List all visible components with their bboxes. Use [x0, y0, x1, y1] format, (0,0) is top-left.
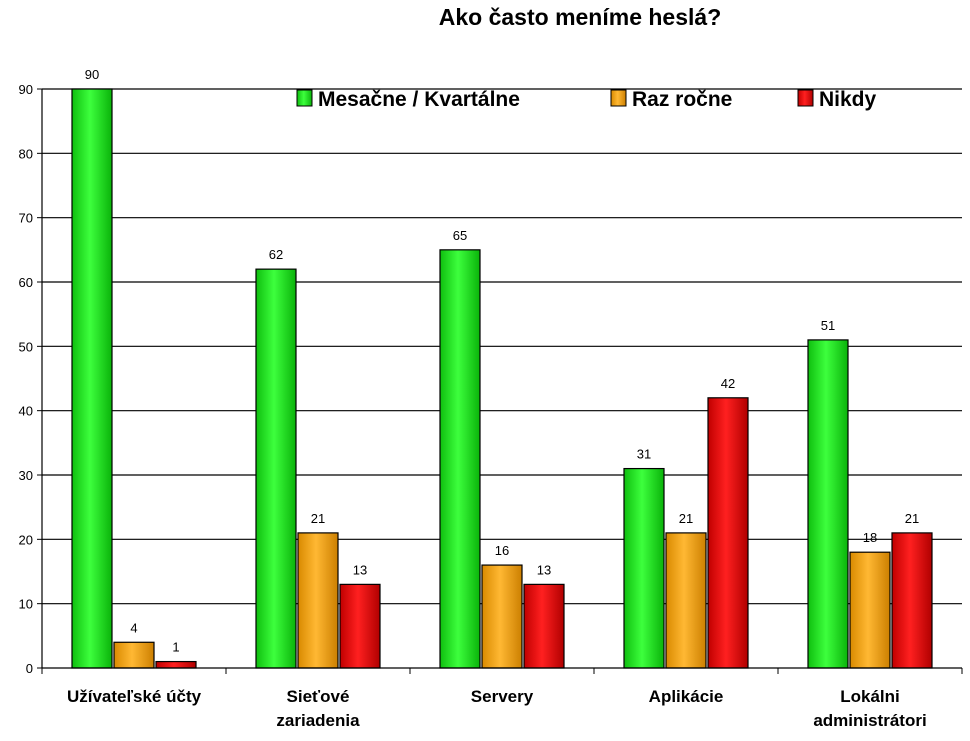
data-label: 42	[721, 376, 735, 391]
y-tick-label: 0	[26, 661, 33, 676]
bar	[707, 397, 749, 669]
data-label: 90	[85, 67, 99, 82]
data-labels: 90 4 1 62 21 13 65 16 13 31 21 42 51 18 21	[85, 67, 919, 655]
legend-entry: Mesačne / Kvartálne	[318, 88, 520, 111]
y-tick-label: 50	[19, 339, 33, 354]
legend-swatch	[797, 89, 814, 107]
legend-swatch	[610, 89, 627, 107]
legend-swatch	[296, 89, 313, 107]
bar	[255, 268, 297, 669]
y-axis: 0 10 20 30 40 50 60 70 80 90	[19, 82, 43, 676]
data-label: 62	[269, 247, 283, 262]
legend-entry: Raz ročne	[632, 88, 732, 111]
x-tick-label: Servery	[471, 687, 534, 706]
y-tick-label: 60	[19, 275, 33, 290]
y-tick-label: 80	[19, 146, 33, 161]
data-label: 21	[679, 511, 693, 526]
y-tick-label: 70	[19, 211, 33, 226]
x-axis: Užívateľské účty Sieťové zariadenia Servery…	[41, 667, 963, 730]
data-label: 16	[495, 543, 509, 558]
y-tick-label: 10	[19, 597, 33, 612]
bar	[891, 532, 933, 669]
data-label: 18	[863, 530, 877, 545]
y-tick-label: 40	[19, 404, 33, 419]
data-label: 21	[905, 511, 919, 526]
data-label: 21	[311, 511, 325, 526]
bar	[623, 467, 665, 669]
data-label: 51	[821, 318, 835, 333]
data-label: 13	[537, 562, 551, 577]
bar	[481, 564, 523, 669]
bar	[665, 532, 707, 669]
bar	[297, 532, 339, 669]
bar	[807, 339, 849, 669]
legend-entry: Nikdy	[819, 88, 877, 111]
data-label: 4	[130, 620, 137, 635]
x-tick-label: Lokálni administrátori	[813, 687, 926, 730]
x-tick-label: Aplikácie	[649, 687, 724, 706]
bar	[439, 249, 481, 669]
y-tick-label: 90	[19, 82, 33, 97]
chart-title: Ako často meníme heslá?	[438, 4, 722, 30]
y-tick-label: 30	[19, 468, 33, 483]
bar	[523, 583, 565, 669]
data-label: 31	[637, 447, 651, 462]
bar	[71, 88, 113, 669]
data-label: 1	[172, 640, 179, 655]
gridlines	[42, 88, 962, 605]
bar	[339, 583, 381, 669]
bar	[113, 641, 155, 669]
y-tick-label: 20	[19, 532, 33, 547]
bar	[849, 551, 891, 669]
bar	[155, 660, 197, 669]
x-tick-label: Sieťové zariadenia	[276, 687, 360, 730]
x-tick-label: Užívateľské účty	[67, 687, 202, 706]
data-label: 13	[353, 562, 367, 577]
legend: Mesačne / Kvartálne Raz ročne Nikdy	[296, 88, 877, 111]
bars	[71, 88, 933, 669]
data-label: 65	[453, 228, 467, 243]
